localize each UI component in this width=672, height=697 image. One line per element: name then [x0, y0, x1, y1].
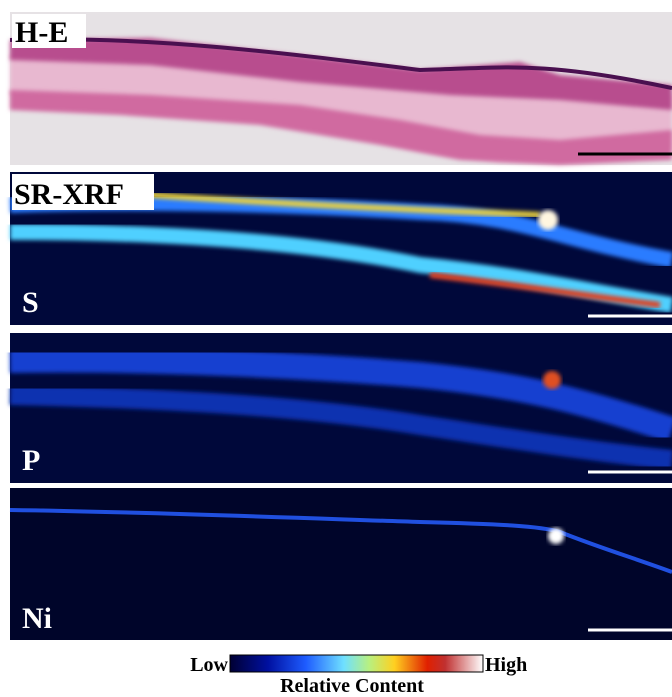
xrf-hotspot	[543, 371, 561, 389]
colorbar: Low High Relative Content	[190, 654, 527, 697]
panel-label: SR-XRF	[14, 178, 124, 211]
xrf-hotspot	[538, 210, 558, 230]
label-box	[12, 174, 154, 210]
xrf-hotspot	[548, 528, 564, 544]
element-label: P	[22, 444, 40, 477]
colorbar-scale	[229, 654, 484, 673]
panel-label: H-E	[15, 16, 68, 49]
colorbar-low: Low	[190, 654, 228, 676]
s-panel: SR-XRF S	[9, 172, 672, 325]
p-panel: P	[9, 333, 672, 483]
colorbar-high: High	[485, 654, 527, 676]
element-label: Ni	[22, 602, 52, 635]
xrf-band	[429, 272, 661, 308]
xrf-line	[9, 508, 672, 574]
colorbar-title: Relative Content	[280, 675, 424, 697]
xrf-band	[9, 346, 672, 443]
xrf-band	[9, 224, 672, 313]
he-edge	[9, 37, 672, 90]
xrf-band	[9, 385, 672, 470]
he-epidermis	[10, 38, 672, 110]
he-panel: H-E	[9, 12, 672, 165]
xrf-band	[149, 192, 541, 218]
element-label: S	[22, 286, 39, 319]
label-box	[12, 14, 86, 48]
ni-panel: Ni	[9, 488, 672, 640]
he-dermis	[10, 90, 672, 165]
